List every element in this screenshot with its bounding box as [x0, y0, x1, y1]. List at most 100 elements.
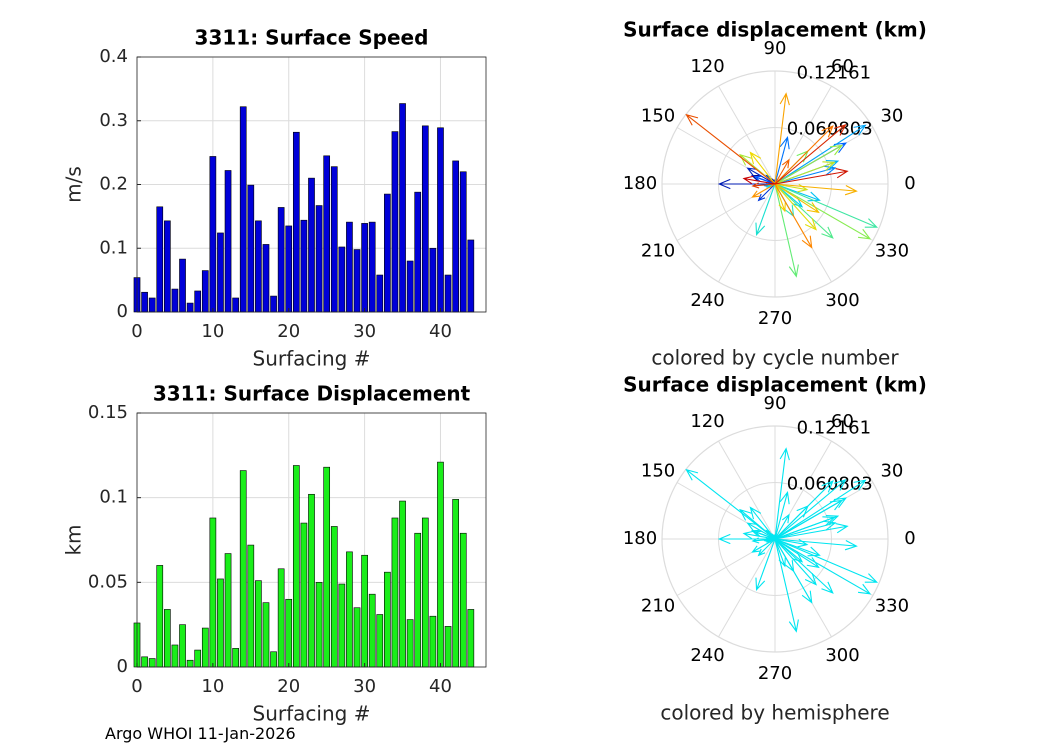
displacement-arrow	[742, 175, 776, 185]
x-tick-label: 10	[201, 676, 224, 697]
displacement-arrow	[774, 520, 837, 540]
angle-label: 120	[690, 411, 724, 432]
radius-tick-label: 0.12161	[797, 418, 871, 439]
bar	[330, 166, 338, 313]
bar	[459, 171, 467, 313]
y-tick-label: 0	[117, 656, 128, 677]
bar	[452, 160, 459, 313]
bar	[330, 526, 338, 668]
displacement-arrow	[774, 168, 849, 185]
bar	[148, 658, 156, 668]
displacement-arrow	[755, 538, 776, 591]
displacement-arrow	[774, 124, 867, 185]
y-tick-label: 0.1	[99, 237, 128, 258]
angle-label: 150	[641, 461, 675, 482]
bar	[247, 544, 255, 668]
angle-label: 270	[758, 663, 792, 684]
bar	[262, 602, 270, 668]
displacement-arrow	[774, 538, 879, 583]
bar	[315, 582, 323, 668]
bar	[164, 609, 171, 668]
bar	[346, 551, 353, 668]
bar	[391, 517, 399, 668]
displacement-arrow	[774, 538, 872, 595]
displacement-arrow	[755, 183, 776, 236]
bar	[338, 246, 346, 313]
bar	[171, 644, 179, 668]
bar	[209, 156, 217, 313]
bar	[232, 648, 239, 668]
bar	[384, 193, 391, 313]
bar	[323, 155, 331, 313]
displacement-arrow	[751, 537, 776, 544]
displacement-arrow	[774, 158, 790, 185]
displacement-arrow	[774, 538, 858, 551]
angle-label: 240	[690, 290, 724, 311]
angle-label: 0	[904, 528, 915, 549]
bar	[217, 232, 224, 313]
angle-label: 30	[880, 106, 903, 127]
bar	[270, 651, 277, 668]
displacement-chart: 0 10 20 30 40 0 0.05 0.1 0.15 3311: Surface Displ…	[62, 382, 487, 726]
y-tick-label: 0	[117, 301, 128, 322]
bar	[179, 624, 186, 668]
angle-label: 30	[880, 461, 903, 482]
angle-label: 330	[875, 241, 909, 262]
displacement-arrow	[774, 144, 844, 185]
bar	[141, 656, 148, 668]
displacement-arrow	[774, 447, 790, 540]
x-tick-label: 0	[131, 676, 142, 697]
bar	[224, 170, 232, 313]
displacement-arrow	[774, 480, 834, 540]
bar	[156, 565, 164, 668]
bar	[384, 571, 391, 668]
x-tick-label: 20	[277, 321, 300, 342]
bar	[452, 499, 459, 668]
displacement-arrow	[757, 538, 776, 557]
bar	[361, 554, 368, 668]
bar	[270, 295, 277, 313]
displacement-arrow	[774, 183, 858, 196]
displacement-arrow	[774, 183, 820, 214]
displacement-arrow	[774, 516, 836, 540]
displacement-arrow	[749, 506, 776, 540]
displacement-arrow	[751, 538, 776, 553]
x-axis-label: colored by hemisphere	[660, 701, 889, 725]
angle-label: 300	[825, 645, 859, 666]
x-tick-label: 40	[429, 676, 452, 697]
displacement-arrow	[753, 530, 776, 540]
speed-chart: 0 10 20 30 40 0 0.1 0.2 0.3 0.4 3311: Surface Spee…	[62, 26, 487, 371]
bar	[399, 103, 406, 313]
bar	[444, 626, 452, 668]
bar	[224, 553, 232, 668]
bar	[247, 184, 255, 313]
displacement-arrow	[774, 490, 790, 540]
polar-chart-hemisphere: 03060901201501802102402703003300.0608030…	[623, 373, 927, 725]
bar	[255, 220, 262, 313]
bar	[406, 260, 414, 313]
chart-title: Surface displacement (km)	[623, 373, 927, 397]
displacement-arrow	[685, 468, 776, 540]
bar	[300, 219, 308, 313]
angle-label: 90	[764, 393, 787, 414]
bar	[171, 288, 179, 313]
x-tick-label: 30	[353, 321, 376, 342]
displacement-arrow	[774, 478, 847, 540]
angle-label: 210	[641, 241, 675, 262]
angle-label: 60	[831, 56, 854, 77]
displacement-arrow	[774, 538, 799, 633]
bar	[323, 466, 331, 668]
bar	[141, 291, 148, 313]
displacement-arrow	[774, 538, 786, 568]
bar	[353, 249, 361, 313]
displacement-arrow	[774, 125, 834, 185]
bar	[459, 532, 467, 668]
displacement-arrow	[774, 538, 820, 569]
bar	[368, 221, 376, 313]
x-tick-label: 40	[429, 321, 452, 342]
bar	[201, 270, 209, 313]
bar	[148, 297, 156, 313]
y-tick-label: 0.15	[88, 402, 128, 423]
bar	[368, 593, 376, 668]
